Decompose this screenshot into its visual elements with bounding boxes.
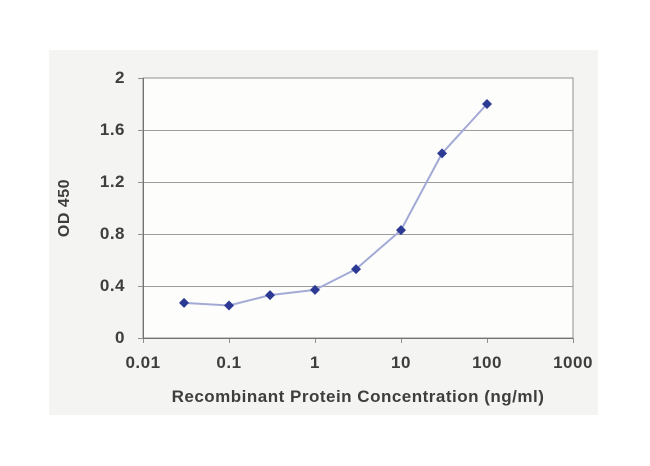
y-tick-label: 0.8 [99, 224, 125, 243]
x-axis-title: Recombinant Protein Concentration (ng/ml… [171, 387, 545, 406]
series-line [183, 103, 488, 307]
x-tick-label: 1000 [553, 353, 593, 372]
data-point-marker [396, 225, 406, 236]
data-point-marker [482, 99, 492, 109]
data-point-marker [179, 297, 190, 308]
y-tick-label: 1.2 [99, 172, 125, 191]
plot-frame [142, 77, 574, 339]
chart-region: OD 450 Recombinant Protein Concentration… [49, 50, 598, 415]
y-tick-label: 0.4 [99, 276, 125, 295]
x-tick-label: 10 [391, 353, 411, 372]
data-point-marker [310, 284, 320, 295]
plot-area [138, 77, 574, 343]
x-tick-label: 0.01 [125, 353, 161, 372]
x-tick-label: 0.1 [216, 353, 242, 372]
data-point-marker [224, 300, 234, 311]
data-point-marker [351, 264, 362, 275]
y-tick-label: 2 [115, 68, 125, 87]
y-axis-title: OD 450 [56, 178, 73, 238]
x-tick-label: 100 [472, 353, 502, 372]
data-point-marker [437, 148, 448, 159]
data-point-marker [265, 290, 276, 301]
y-tick-label: 0 [115, 328, 125, 347]
y-tick-label: 1.6 [99, 120, 125, 139]
x-tick-label: 1 [310, 353, 320, 372]
